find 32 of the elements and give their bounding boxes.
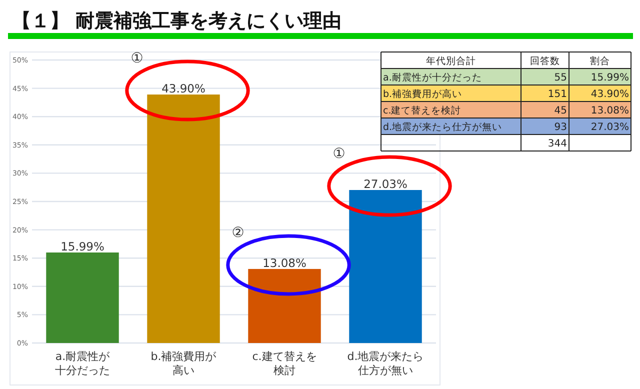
chart-title: 【１】 耐震補強工事を考えにくい理由	[12, 10, 342, 32]
category-label: d.地震が来たら仕方が無い	[383, 121, 502, 133]
data-label: 43.90%	[162, 82, 206, 96]
data-label: 13.08%	[590, 106, 629, 116]
category-label: c.建て替えを検討	[383, 104, 462, 116]
x-tick-label: a.耐震性が十分だった	[55, 350, 111, 377]
annotation: ①	[130, 50, 144, 67]
x-tick-label: c.建て替えを検討	[252, 350, 317, 377]
data-label: 15.99%	[590, 72, 629, 84]
bar	[349, 190, 422, 343]
category-label: a.耐震性が十分だった	[383, 72, 482, 84]
data-label: 13.08%	[262, 256, 306, 270]
data-label: 45	[554, 106, 567, 116]
data-label: 55	[554, 72, 567, 84]
data-label: 93	[554, 122, 567, 133]
bar	[248, 268, 321, 343]
bar	[46, 252, 119, 343]
series-label: 割合	[590, 55, 610, 67]
x-tick-label: b.補強費用が高い	[150, 350, 218, 377]
data-label: 151	[548, 89, 567, 100]
text: 344	[548, 138, 567, 150]
data-label: 27.03%	[364, 177, 408, 192]
data-label: 15.99%	[60, 239, 104, 254]
category-label: b.補強費用が高い	[383, 88, 462, 100]
data-label: 43.90%	[590, 89, 629, 100]
x-tick-label: d.地震が来たら仕方が無い	[347, 350, 424, 377]
annotation: ①	[332, 146, 346, 162]
annotation: ②	[232, 224, 244, 241]
data-label: 27.03%	[590, 122, 629, 133]
series-label: 回答数	[530, 55, 560, 67]
bar	[147, 94, 220, 343]
text: 年代別合計	[426, 55, 476, 67]
